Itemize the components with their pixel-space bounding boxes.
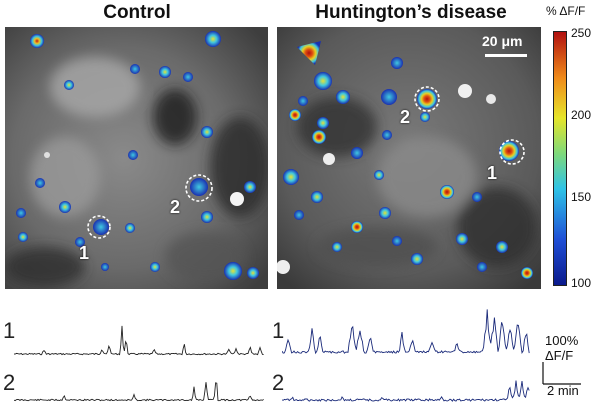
- control-trace-2: [14, 382, 264, 402]
- colorbar: [553, 31, 567, 286]
- hd-roi-1-outline: [499, 139, 525, 165]
- control-trace-1: [14, 325, 264, 356]
- hd-roi-2-label: 2: [400, 107, 411, 127]
- amplitude-scale-label-bottom: ΔF/F: [545, 348, 574, 363]
- amplitude-scale-label-top: 100%: [545, 333, 579, 348]
- trace-scale-bar: [542, 362, 581, 385]
- control-trace-1-label: 1: [3, 318, 16, 343]
- hd-image-panel: 20 μm 2 1: [277, 27, 541, 289]
- control-roi-2-label: 2: [170, 197, 181, 217]
- control-image-panel: 1 2: [5, 27, 268, 289]
- hd-trace-2: [282, 380, 530, 402]
- control-panel-title: Control: [103, 2, 171, 23]
- colorbar-tick-250: 250: [571, 26, 592, 40]
- hd-trace-1-label: 1: [272, 318, 285, 343]
- hd-roi-2-outline: [414, 86, 440, 112]
- control-microscopy-image: [5, 27, 268, 289]
- hd-roi-1-label: 1: [487, 163, 498, 183]
- colorbar-unit-label: % ΔF/F: [546, 4, 586, 18]
- control-roi-1-outline: [87, 215, 111, 239]
- hd-panel-title: Huntington’s disease: [315, 2, 507, 23]
- control-trace-2-label: 2: [3, 370, 16, 395]
- time-scale-label: 2 min: [547, 383, 579, 398]
- control-roi-1-label: 1: [79, 243, 90, 263]
- colorbar-tick-200: 200: [571, 108, 592, 122]
- control-roi-2-outline: [185, 174, 213, 202]
- colorbar-tick-100: 100: [571, 276, 592, 290]
- scalebar-line: [485, 54, 527, 57]
- hd-trace-1: [282, 309, 530, 355]
- hd-microscopy-image: [277, 27, 541, 289]
- hd-trace-2-label: 2: [272, 370, 285, 395]
- scalebar-label: 20 μm: [482, 33, 523, 49]
- colorbar-tick-150: 150: [571, 190, 592, 204]
